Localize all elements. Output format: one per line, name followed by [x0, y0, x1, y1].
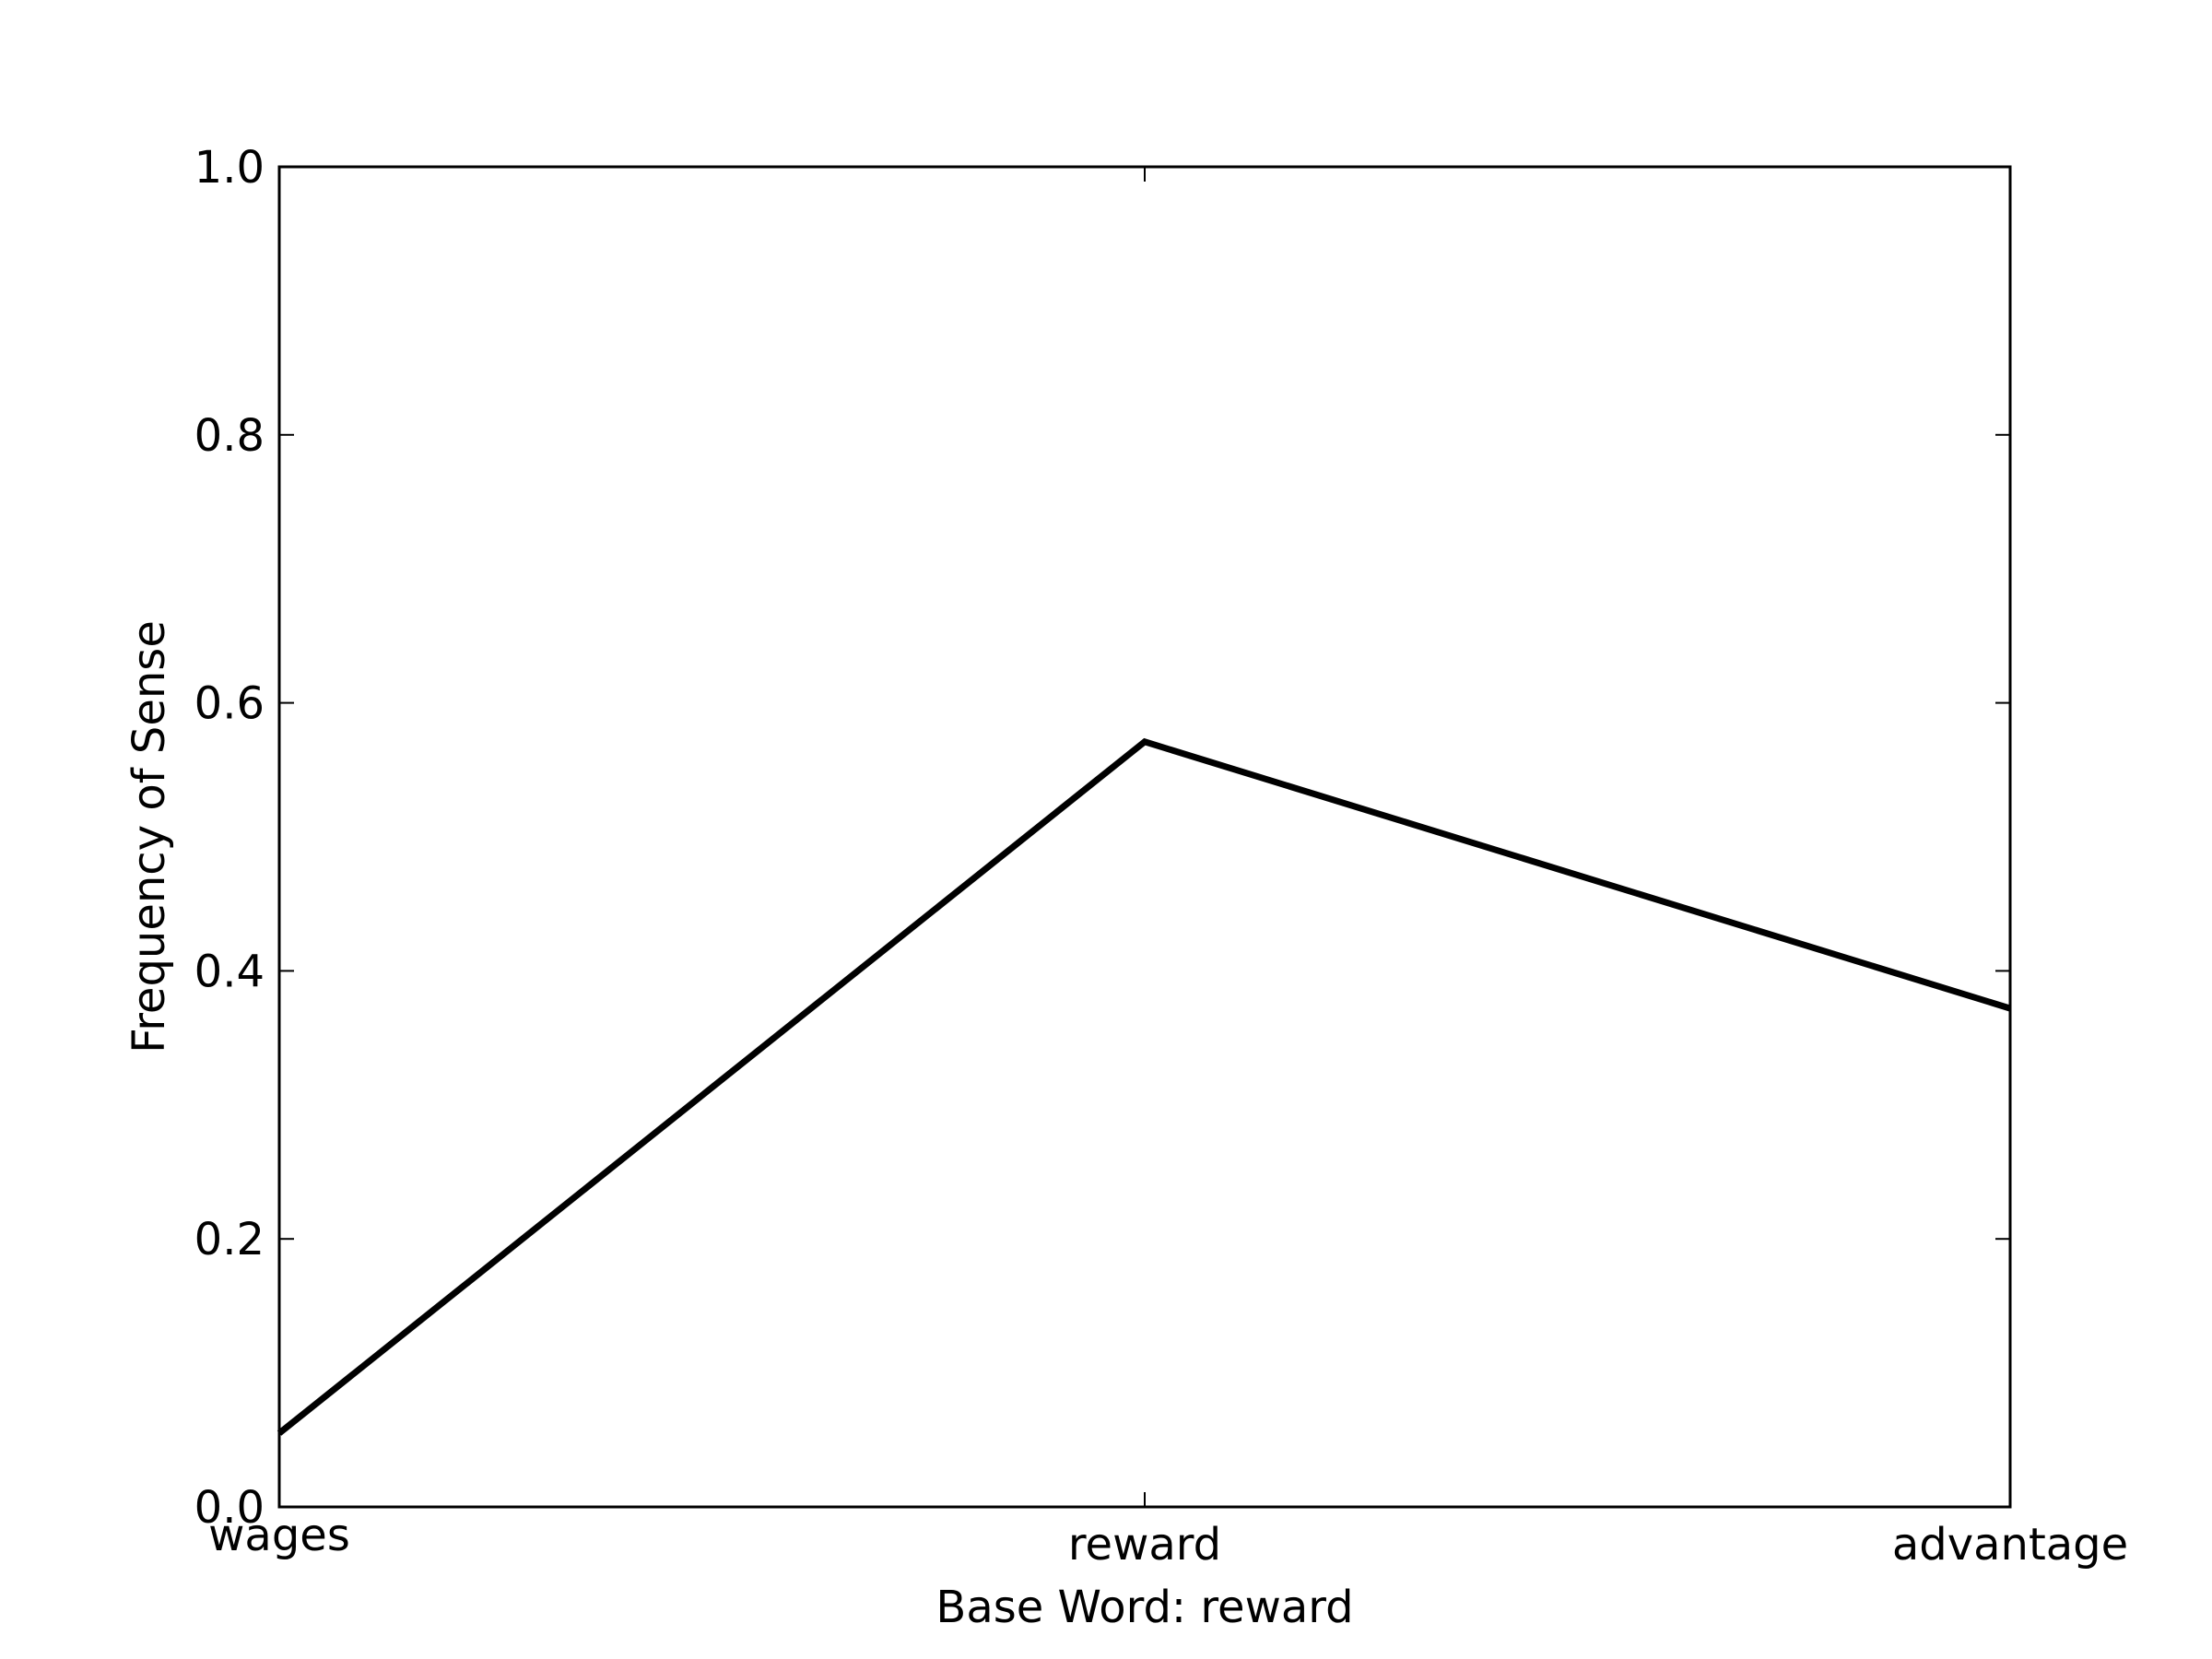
y-tick-label: 0.6: [194, 678, 265, 730]
plot-area-frame: [277, 165, 2012, 1509]
y-tick-label: 0.0: [194, 1482, 265, 1534]
series-line: [276, 737, 2012, 1436]
y-axis-label: Frequency of Sense: [124, 620, 175, 1053]
y-tick-label: 0.8: [194, 410, 265, 462]
x-axis-label: Base Word: reward: [935, 1582, 1353, 1633]
x-tick-label: reward: [1068, 1519, 1221, 1571]
y-axis-tick-labels: 0.0 0.2 0.4 0.6 0.8 1.0: [194, 142, 265, 1534]
y-tick-label: 1.0: [194, 142, 265, 194]
y-tick-label: 0.2: [194, 1214, 265, 1265]
x-tick-label: wages: [208, 1510, 350, 1561]
x-axis-tick-labels: wages reward advantage: [208, 1510, 2128, 1571]
y-tick-label: 0.4: [194, 946, 265, 997]
x-tick-label: advantage: [1892, 1519, 2128, 1571]
